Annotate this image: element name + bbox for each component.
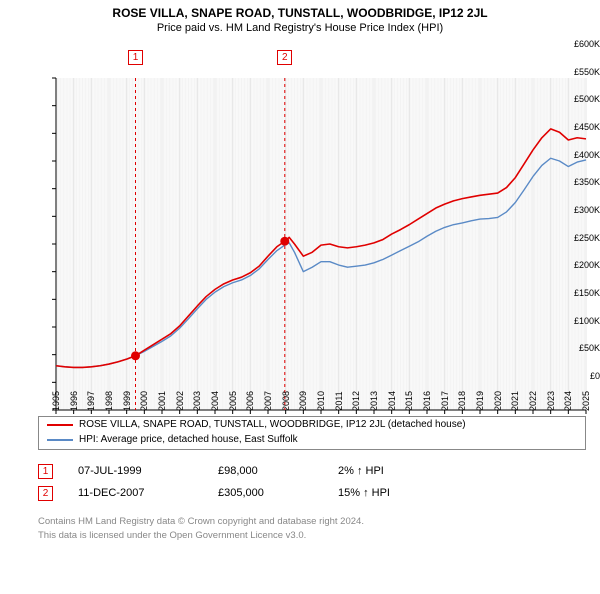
legend-label: HPI: Average price, detached house, East… [79, 434, 298, 445]
y-tick-label: £550K [550, 67, 600, 77]
x-tick-label: 2010 [316, 391, 326, 411]
x-tick-label: 2005 [228, 391, 238, 411]
chart-marker-1: 1 [128, 50, 143, 65]
x-tick-label: 2002 [175, 391, 185, 411]
x-tick-label: 2021 [510, 391, 520, 411]
y-tick-label: £0 [550, 371, 600, 381]
x-tick-label: 2020 [493, 391, 503, 411]
x-tick-label: 2019 [475, 391, 485, 411]
y-tick-label: £100K [550, 316, 600, 326]
y-tick-label: £50K [550, 343, 600, 353]
legend-box: ROSE VILLA, SNAPE ROAD, TUNSTALL, WOODBR… [38, 416, 586, 450]
sale-marker-2: 2 [38, 486, 53, 501]
y-tick-label: £450K [550, 122, 600, 132]
x-tick-label: 1997 [86, 391, 96, 411]
x-tick-label: 2025 [581, 391, 591, 411]
x-tick-label: 2012 [351, 391, 361, 411]
y-tick-label: £200K [550, 260, 600, 270]
legend-swatch [47, 439, 73, 441]
x-tick-label: 1996 [69, 391, 79, 411]
x-tick-label: 2018 [457, 391, 467, 411]
footer-line-2: This data is licensed under the Open Gov… [38, 530, 306, 541]
x-tick-label: 2014 [387, 391, 397, 411]
x-tick-label: 2004 [210, 391, 220, 411]
sale-date: 11-DEC-2007 [78, 487, 144, 499]
x-tick-label: 2022 [528, 391, 538, 411]
chart-title: ROSE VILLA, SNAPE ROAD, TUNSTALL, WOODBR… [0, 0, 600, 20]
x-tick-label: 1999 [122, 391, 132, 411]
legend-swatch [47, 424, 73, 426]
y-tick-label: £500K [550, 94, 600, 104]
sale-marker-1: 1 [38, 464, 53, 479]
sale-date: 07-JUL-1999 [78, 465, 142, 477]
x-tick-label: 2023 [546, 391, 556, 411]
y-tick-label: £150K [550, 288, 600, 298]
sale-pct: 15% ↑ HPI [338, 487, 390, 499]
x-tick-label: 2001 [157, 391, 167, 411]
x-tick-label: 2003 [192, 391, 202, 411]
x-tick-label: 2006 [245, 391, 255, 411]
y-tick-label: £350K [550, 177, 600, 187]
x-tick-label: 2024 [563, 391, 573, 411]
x-tick-label: 1998 [104, 391, 114, 411]
y-tick-label: £250K [550, 233, 600, 243]
chart-svg [0, 34, 600, 594]
sale-row-2: 2 11-DEC-2007 £305,000 15% ↑ HPI [38, 482, 578, 504]
chart-container: ROSE VILLA, SNAPE ROAD, TUNSTALL, WOODBR… [0, 0, 600, 560]
sale-row-1: 1 07-JUL-1999 £98,000 2% ↑ HPI [38, 460, 578, 482]
x-tick-label: 2000 [139, 391, 149, 411]
x-tick-label: 2017 [440, 391, 450, 411]
x-tick-label: 2016 [422, 391, 432, 411]
x-tick-label: 2008 [281, 391, 291, 411]
x-tick-label: 1995 [51, 391, 61, 411]
legend-label: ROSE VILLA, SNAPE ROAD, TUNSTALL, WOODBR… [79, 419, 466, 430]
chart-subtitle: Price paid vs. HM Land Registry's House … [0, 20, 600, 34]
sale-pct: 2% ↑ HPI [338, 465, 384, 477]
sale-price: £98,000 [218, 465, 258, 477]
footer-line-1: Contains HM Land Registry data © Crown c… [38, 516, 364, 527]
x-tick-label: 2015 [404, 391, 414, 411]
x-tick-label: 2007 [263, 391, 273, 411]
y-tick-label: £300K [550, 205, 600, 215]
x-tick-label: 2011 [334, 391, 344, 410]
y-tick-label: £400K [550, 150, 600, 160]
sale-price: £305,000 [218, 487, 264, 499]
legend-row: ROSE VILLA, SNAPE ROAD, TUNSTALL, WOODBR… [39, 417, 585, 432]
y-tick-label: £600K [550, 39, 600, 49]
legend-row: HPI: Average price, detached house, East… [39, 432, 585, 447]
chart-marker-2: 2 [277, 50, 292, 65]
x-tick-label: 2013 [369, 391, 379, 411]
x-tick-label: 2009 [298, 391, 308, 411]
